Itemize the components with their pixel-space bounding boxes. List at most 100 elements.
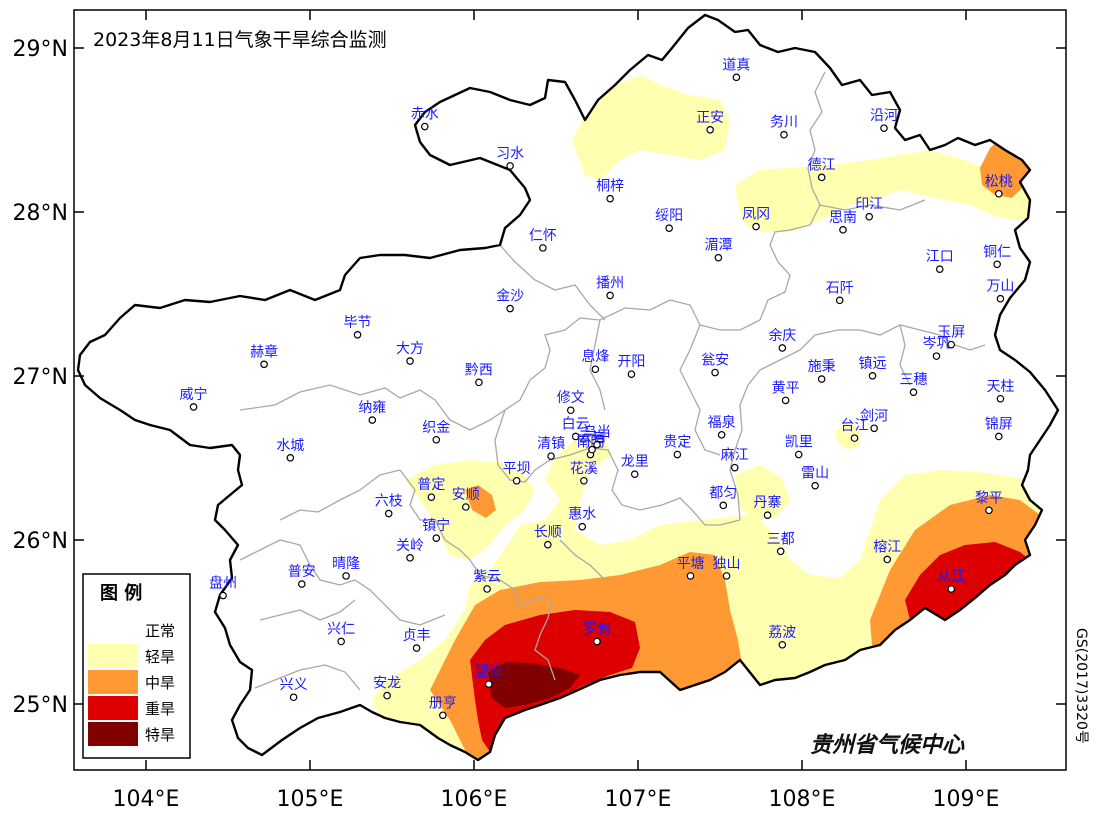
legend-swatch xyxy=(88,670,138,694)
legend-label: 重旱 xyxy=(145,700,175,718)
city-label: 织金 xyxy=(422,420,450,436)
city-marker xyxy=(985,506,993,515)
city-label: 望谟 xyxy=(475,664,503,680)
lon-label: 106°E xyxy=(441,787,508,812)
city-marker xyxy=(630,470,639,479)
city-marker xyxy=(189,403,198,411)
city-label: 兴义 xyxy=(280,677,308,693)
city-label: 玉屏 xyxy=(937,325,965,341)
light-drought-danzhai xyxy=(735,465,790,520)
city-label: 万山 xyxy=(986,279,1014,295)
city-label: 罗甸 xyxy=(583,621,611,637)
city-marker xyxy=(880,124,888,132)
city-marker xyxy=(432,435,441,444)
city-label: 习水 xyxy=(496,146,524,162)
city-label: 普安 xyxy=(288,564,316,580)
city-label: 施秉 xyxy=(808,359,836,375)
city-label: 凤冈 xyxy=(742,207,770,223)
city-label: 开阳 xyxy=(617,354,645,370)
city-marker xyxy=(406,357,414,365)
city-marker xyxy=(780,130,788,139)
source-label: 贵州省气候中心 xyxy=(810,732,965,758)
city-marker xyxy=(722,572,731,580)
city-label: 水城 xyxy=(276,438,304,454)
city-marker xyxy=(593,637,601,646)
lat-label: 29°N xyxy=(13,37,68,62)
city-marker xyxy=(730,463,739,472)
city-marker xyxy=(732,73,741,82)
city-marker xyxy=(475,378,483,387)
city-label: 正安 xyxy=(696,110,724,126)
city-marker xyxy=(763,511,772,520)
city-marker xyxy=(752,222,760,231)
city-label: 安龙 xyxy=(373,676,401,692)
map-title: 2023年8月11日气象干旱综合监测 xyxy=(93,29,387,51)
lon-label: 105°E xyxy=(277,787,344,812)
light-drought-taijiang xyxy=(835,422,860,450)
city-marker xyxy=(835,296,844,305)
city-label: 黎平 xyxy=(975,490,1003,506)
city-label: 黄平 xyxy=(772,379,800,396)
city-label: 思南 xyxy=(829,210,857,226)
map-frame xyxy=(73,9,1067,771)
legend-label: 特旱 xyxy=(145,726,175,744)
city-label: 道真 xyxy=(722,57,750,73)
city-label: 关岭 xyxy=(396,538,424,554)
city-label: 赤水 xyxy=(411,107,439,123)
city-label: 息烽 xyxy=(581,348,609,365)
city-marker xyxy=(483,585,491,593)
city-label: 松桃 xyxy=(985,174,1013,190)
city-label: 长顺 xyxy=(534,525,562,541)
severe-drought-congjiang xyxy=(905,542,1030,620)
city-marker xyxy=(935,265,944,274)
city-label: 册亨 xyxy=(429,694,457,711)
city-marker xyxy=(286,453,295,462)
axis-ticks: 29°N 28°N 27°N 26°N 25°N 104°E 105°E 106°E 107°E… xyxy=(13,10,1066,812)
city-marker xyxy=(506,162,514,170)
city-label: 荔波 xyxy=(768,625,796,641)
city-label: 独山 xyxy=(713,556,741,572)
city-marker xyxy=(850,434,859,442)
city-marker xyxy=(484,680,493,688)
lat-label: 28°N xyxy=(13,201,68,226)
legend-label: 轻旱 xyxy=(145,648,175,666)
city-marker xyxy=(260,360,268,369)
city-label: 务川 xyxy=(770,115,798,131)
city-marker xyxy=(778,640,787,649)
lon-label: 108°E xyxy=(769,787,836,812)
lon-label: 104°E xyxy=(113,787,180,812)
city-label: 晴隆 xyxy=(332,556,360,572)
city-label: 黔西 xyxy=(465,362,493,378)
city-label: 麻江 xyxy=(721,448,749,464)
city-marker xyxy=(714,253,723,262)
city-marker xyxy=(539,244,547,252)
city-label: 播州 xyxy=(596,275,624,291)
city-marker xyxy=(337,637,345,646)
city-label: 绥阳 xyxy=(655,208,683,224)
city-label: 贞丰 xyxy=(403,627,431,644)
lon-label: 107°E xyxy=(605,787,672,812)
city-marker xyxy=(588,445,596,454)
city-marker xyxy=(947,585,956,593)
city-label: 湄潭 xyxy=(704,237,732,254)
city-label: 乌当 xyxy=(583,425,611,441)
city-marker xyxy=(776,547,785,556)
city-marker xyxy=(817,375,826,383)
map-approval-code: GS(2017)3320号 xyxy=(1073,628,1089,744)
city-label: 盘州 xyxy=(209,575,237,592)
city-label: 沿河 xyxy=(870,108,898,124)
city-marker xyxy=(706,126,714,134)
city-label: 贵定 xyxy=(663,435,691,451)
city-label: 镇宁 xyxy=(422,517,450,534)
city-label: 平坝 xyxy=(503,461,531,477)
city-marker xyxy=(909,388,918,397)
city-label: 锦屏 xyxy=(985,415,1013,432)
city-marker xyxy=(219,591,227,600)
city-marker xyxy=(711,368,719,377)
city-marker xyxy=(547,452,555,460)
city-marker xyxy=(297,580,306,588)
lat-label: 26°N xyxy=(13,529,68,554)
light-drought-west-patch xyxy=(405,460,535,560)
